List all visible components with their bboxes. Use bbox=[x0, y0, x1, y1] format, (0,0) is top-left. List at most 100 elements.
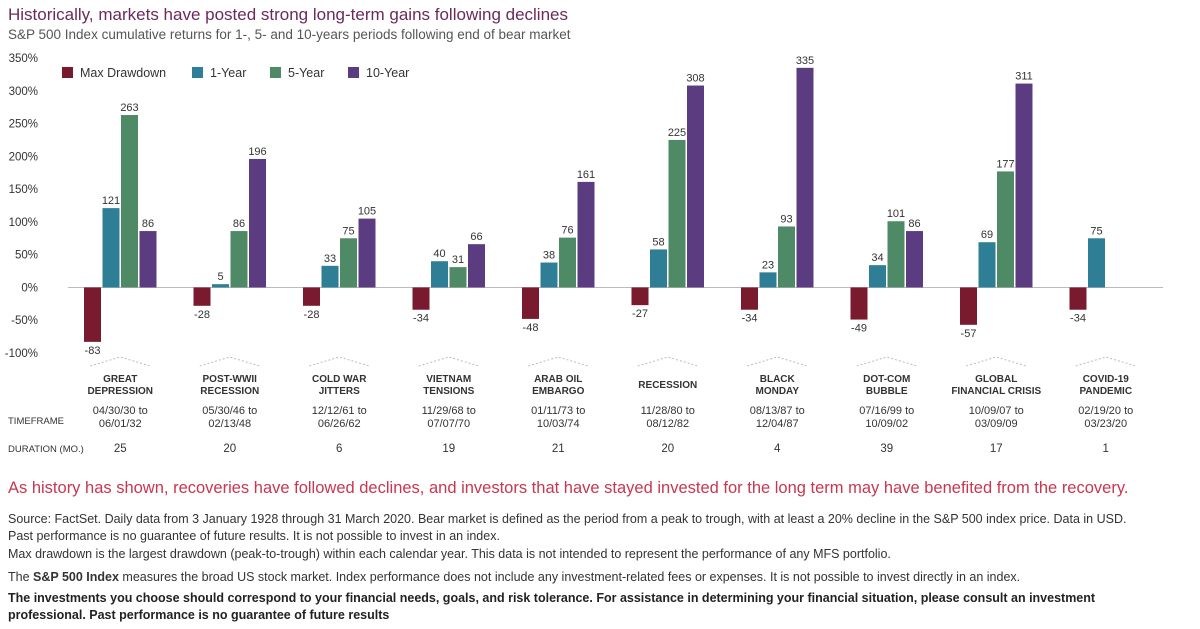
bar bbox=[741, 287, 758, 310]
max-drawdown-note: Max drawdown is the largest drawdown (pe… bbox=[8, 547, 891, 561]
data-label: 76 bbox=[561, 225, 573, 237]
data-label: 335 bbox=[796, 55, 814, 67]
duration-value: 39 bbox=[880, 443, 893, 455]
category-label: RECESSION bbox=[200, 386, 259, 397]
bar bbox=[358, 218, 376, 288]
bar bbox=[540, 262, 558, 288]
bar bbox=[687, 85, 704, 288]
bar bbox=[796, 67, 814, 288]
bar bbox=[193, 287, 211, 306]
timeframe-value: 08/13/87 to bbox=[750, 405, 805, 417]
category-bracket bbox=[418, 356, 479, 367]
data-label: 34 bbox=[871, 252, 883, 264]
y-tick-label: 100% bbox=[9, 217, 38, 229]
data-label: -34 bbox=[742, 313, 758, 325]
data-label: -34 bbox=[413, 313, 429, 325]
timeframe-value: 11/28/80 to bbox=[641, 405, 695, 417]
chart-subtitle: S&P 500 Index cumulative returns for 1-,… bbox=[8, 27, 571, 42]
data-label: 58 bbox=[652, 236, 664, 248]
source-line-2: Past performance is no guarantee of futu… bbox=[8, 529, 500, 543]
category-bracket bbox=[856, 356, 917, 367]
bar-chart: -100% -50% 0% 50% 100% 150% 200% 250% 300% 350% Ma… bbox=[5, 53, 1163, 455]
legend-swatch bbox=[348, 67, 359, 78]
category-label: GREAT bbox=[103, 374, 137, 385]
category-label: TENSIONS bbox=[423, 386, 474, 397]
timeframe-value: 08/12/82 bbox=[646, 418, 689, 430]
duration-value: 6 bbox=[336, 443, 342, 455]
disclaimer-note: The investments you choose should corres… bbox=[8, 590, 1095, 624]
data-label: 86 bbox=[908, 218, 920, 230]
data-label: 93 bbox=[780, 213, 792, 225]
legend-label: 10-Year bbox=[366, 66, 409, 80]
timeframe-value: 03/23/20 bbox=[1084, 418, 1127, 430]
bar bbox=[978, 242, 996, 288]
duration-value: 17 bbox=[990, 443, 1003, 455]
timeframe-value: 07/16/99 to bbox=[859, 405, 914, 417]
data-label: -48 bbox=[523, 322, 539, 334]
data-label: 161 bbox=[577, 169, 595, 181]
data-label: 105 bbox=[358, 206, 376, 218]
duration-row-label: DURATION (MO.) bbox=[8, 444, 84, 455]
category-label: EMBARGO bbox=[532, 386, 584, 397]
bar bbox=[121, 115, 138, 288]
duration-value: 1 bbox=[1103, 443, 1109, 455]
category-label: MONDAY bbox=[755, 386, 799, 397]
data-label: 69 bbox=[981, 229, 993, 241]
y-tick-label: -100% bbox=[5, 348, 38, 360]
duration-value: 25 bbox=[114, 443, 127, 455]
bar bbox=[1088, 238, 1105, 288]
y-tick-label: 200% bbox=[9, 151, 38, 163]
bar bbox=[303, 287, 320, 306]
data-label: 121 bbox=[102, 195, 120, 207]
bar bbox=[522, 287, 539, 319]
y-tick-label: 250% bbox=[9, 119, 38, 131]
category-bracket bbox=[528, 356, 589, 367]
data-label: 311 bbox=[1015, 71, 1033, 83]
duration-value: 20 bbox=[223, 443, 236, 455]
timeframe-value: 04/30/30 to bbox=[93, 405, 148, 417]
y-tick-label: 50% bbox=[15, 250, 38, 262]
legend-label: Max Drawdown bbox=[80, 66, 166, 80]
data-label: 263 bbox=[120, 102, 138, 114]
data-label: 177 bbox=[996, 158, 1014, 170]
bar bbox=[84, 287, 101, 342]
bar bbox=[249, 158, 266, 288]
data-label: -83 bbox=[85, 345, 101, 357]
bar bbox=[1015, 83, 1033, 288]
data-label: 33 bbox=[324, 253, 336, 265]
category-label: COVID-19 bbox=[1083, 374, 1130, 385]
timeframe-value: 02/19/20 to bbox=[1078, 405, 1133, 417]
category-label: BUBBLE bbox=[866, 386, 908, 397]
bar bbox=[449, 267, 467, 288]
timeframe-value: 12/04/87 bbox=[756, 418, 799, 430]
timeframe-value: 07/07/70 bbox=[427, 418, 470, 430]
category-bracket bbox=[637, 356, 698, 367]
category-label: JITTERS bbox=[319, 386, 360, 397]
bar bbox=[668, 139, 686, 288]
bar bbox=[577, 181, 595, 288]
data-label: -28 bbox=[304, 309, 320, 321]
y-tick-label: 300% bbox=[9, 86, 38, 98]
legend-swatch bbox=[192, 67, 203, 78]
bar bbox=[850, 287, 868, 320]
timeframe-value: 12/12/61 to bbox=[312, 405, 367, 417]
duration-value: 4 bbox=[774, 443, 781, 455]
timeframe-value: 06/26/62 bbox=[318, 418, 361, 430]
duration-value: 19 bbox=[442, 443, 455, 455]
duration-value: 20 bbox=[661, 443, 674, 455]
data-label: -28 bbox=[194, 309, 210, 321]
category-label: VIETNAM bbox=[426, 374, 471, 385]
bar bbox=[212, 284, 229, 288]
disclaimer-line-1: The investments you choose should corres… bbox=[8, 591, 1096, 605]
timeframe-value: 01/11/73 to bbox=[531, 405, 585, 417]
data-label: 196 bbox=[248, 146, 266, 158]
index-note-prefix: The bbox=[8, 570, 34, 584]
data-label: 86 bbox=[142, 218, 154, 230]
legend-label: 1-Year bbox=[210, 66, 246, 80]
bar bbox=[631, 287, 649, 306]
data-label: 75 bbox=[342, 225, 354, 237]
bar bbox=[321, 265, 339, 288]
bar bbox=[431, 261, 448, 288]
category-label: POST-WWII bbox=[203, 374, 258, 385]
data-label: 86 bbox=[233, 218, 245, 230]
